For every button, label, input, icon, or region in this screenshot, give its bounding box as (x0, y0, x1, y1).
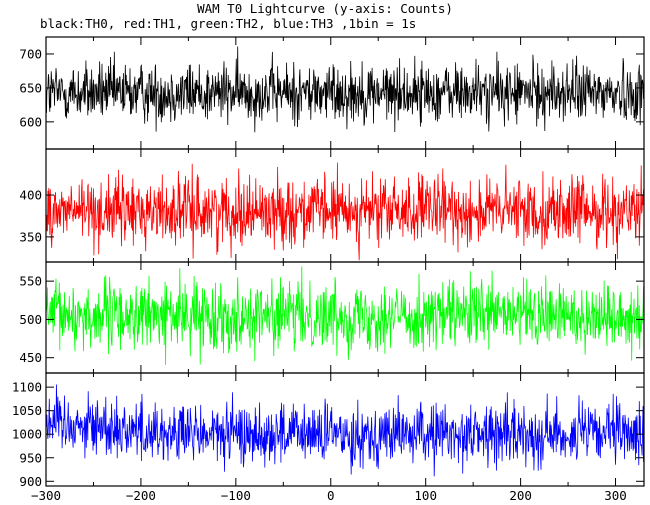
y-tick-label: 450 (19, 350, 42, 365)
y-tick-label: 550 (19, 274, 42, 289)
chart-title: WAM T0 Lightcurve (y-axis: Counts) (197, 1, 453, 16)
y-tick-label: 1000 (12, 427, 42, 442)
x-tick-label: 100 (414, 488, 437, 503)
series-line-th2 (46, 266, 645, 365)
y-tick-label: 700 (19, 46, 42, 61)
x-tick-label: −100 (221, 488, 251, 503)
panel-frame-th3 (45, 372, 645, 487)
series-line-th1 (46, 162, 645, 261)
y-tick-label: 950 (19, 450, 42, 465)
chart-subtitle: black:TH0, red:TH1, green:TH2, blue:TH3 … (40, 16, 417, 31)
y-tick-label: 400 (19, 188, 42, 203)
y-tick-label: 500 (19, 312, 42, 327)
y-tick-label: 350 (19, 229, 42, 244)
y-tick-label: 600 (19, 114, 42, 129)
x-tick-label: 300 (604, 488, 627, 503)
x-tick-label: 200 (509, 488, 532, 503)
series-line-th0 (46, 46, 645, 133)
series-line-th3 (46, 384, 645, 477)
y-tick-label: 1100 (12, 380, 42, 395)
x-tick-label: −300 (31, 488, 61, 503)
y-tick-label: 900 (19, 474, 42, 489)
x-tick-label: −200 (126, 488, 156, 503)
y-tick-label: 650 (19, 80, 42, 95)
x-tick-label: 0 (327, 488, 335, 503)
y-tick-label: 1050 (12, 403, 42, 418)
